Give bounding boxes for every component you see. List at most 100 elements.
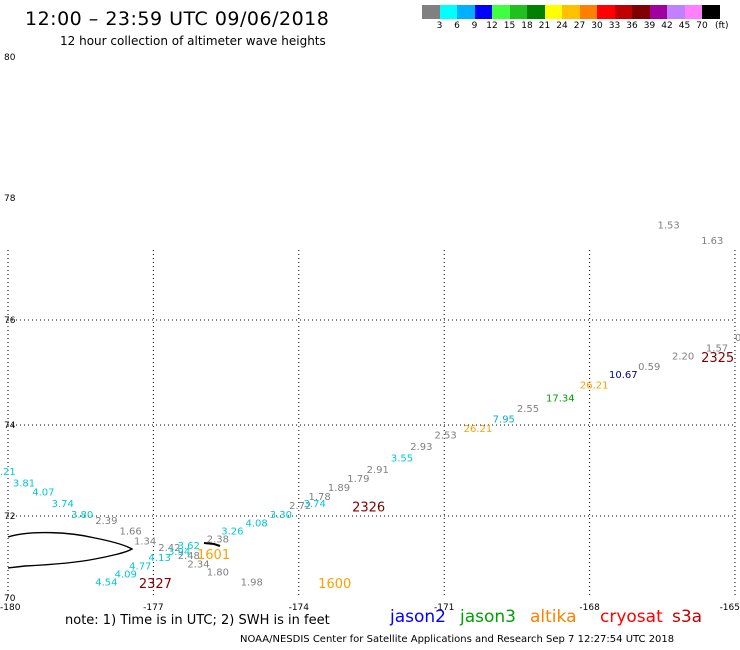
herald-island [203,542,221,547]
wave-height-value: 1.80 [207,567,229,578]
credit-line: NOAA/NESDIS Center for Satellite Applica… [240,634,675,645]
wave-height-value: 1.89 [328,483,350,494]
wave-height-value: 1.78 [308,492,330,503]
legend-label: 70 [696,21,708,31]
wave-height-value: 4.07 [32,488,54,499]
legend-swatches [422,5,740,19]
lon-tick-label: -168 [579,603,600,613]
wave-height-value: 2.39 [95,516,117,527]
legend-swatch [527,5,545,19]
pass-id-label: 2325 [701,351,734,366]
wave-height-value: 7.95 [493,414,515,425]
wave-height-value: 2.38 [207,535,229,546]
wave-height-value: 2.48 [178,551,200,562]
pass-id-label: 2326 [352,500,385,515]
wave-height-value: 1.79 [347,474,369,485]
legend-label: 15 [503,21,516,31]
legend-swatch [614,5,632,19]
lat-tick-label: 80 [4,53,16,63]
legend-label: 36 [626,21,638,31]
legend-label: 45 [678,21,691,31]
lat-tick-label: 76 [4,316,16,326]
wrangel-island-coast [7,531,134,569]
wave-height-value: 3.80 [71,510,93,521]
legend-label: 21 [538,21,551,31]
wave-height-value: 26.21 [464,424,493,435]
lon-tick-label: -180 [0,603,21,613]
map-title: 12:00 – 23:59 UTC 09/06/2018 [25,8,330,30]
wave-height-value: 3.21 [0,467,16,478]
wave-height-value: 3.30 [270,510,292,521]
legend-swatch [562,5,580,19]
map-subtitle: 12 hour collection of altimeter wave hei… [60,34,326,48]
legend-swatch [492,5,510,19]
legend-label: 18 [521,21,533,31]
wave-height-value: 26.21 [580,380,609,391]
wave-height-value: 1.66 [119,526,141,537]
legend-label: 6 [454,21,460,31]
legend-label: 42 [661,21,673,31]
pass-id-label: 1601 [197,548,230,563]
legend-label: 12 [486,21,498,31]
wave-height-value: 3.81 [13,478,35,489]
footer-note: note: 1) Time is in UTC; 2) SWH is in fe… [65,613,330,628]
wave-height-value: 1.34 [134,537,156,548]
pass-id-label: 2327 [139,577,172,592]
grid-lines [7,250,736,598]
wave-height-value: 3.74 [304,499,326,510]
coastline [7,531,221,569]
pass-id-label: 1600 [318,577,351,592]
axis-labels: 80 78 76 74 72 70-180 -177 -174 -171 -168 -165 [0,53,740,613]
wave-height-value: 2.53 [435,431,457,442]
lat-tick-label: 74 [4,421,16,431]
wave-height-value: 1.57 [706,344,728,355]
satellite-pass-ids: 2325 2326 1601 1600 2327 [139,351,734,592]
wave-height-value: 2.20 [672,351,694,362]
lon-tick-label: -177 [143,603,163,613]
legend-swatch [439,5,457,19]
legend-label: 33 [608,21,621,31]
legend-swatch [579,5,597,19]
wave-height-value: 1.98 [241,578,263,589]
legend-label: 27 [573,21,586,31]
wave-height-value: 4.77 [129,561,151,572]
satellite-jason2: jason2 [390,607,446,627]
color-scale-legend: (ft) 3 6 9 12 15 18 21 24 27 30 33 36 39 42 45 70 [422,5,740,31]
wave-height-value: 4.54 [95,578,117,589]
wave-height-value: 4.09 [115,570,137,581]
lat-tick-label: 72 [4,512,15,522]
satellite-s3a: s3a [672,607,703,627]
wave-height-value: 3.94 [168,547,190,558]
wave-height-value: 2.34 [187,559,209,570]
satellite-altika: altika [530,607,577,627]
legend-label: 30 [591,21,603,31]
legend-swatch [667,5,685,19]
wave-height-value: 10.67 [609,370,638,381]
lon-tick-label: -165 [720,603,740,613]
legend-swatch [632,5,650,19]
legend-swatch [702,5,720,19]
legend-swatch [684,5,702,19]
wave-height-value: 1.63 [701,236,723,247]
wave-height-value: 1.53 [657,221,679,232]
legend-swatch [474,5,492,19]
lon-tick-label: -171 [434,603,454,613]
legend-swatch [509,5,527,19]
wave-height-value: 2.55 [517,404,539,415]
satellite-cryosat: cryosat [600,607,663,627]
legend-label: 24 [556,21,568,31]
wave-height-value: 2.91 [367,465,389,476]
legend-label: 3 [436,21,443,31]
legend-labels: (ft) 3 6 9 12 15 18 21 24 27 30 33 36 39 42 45 70 [422,19,740,31]
wave-height-value: 2.42 [158,543,180,554]
legend-swatch [457,5,475,19]
wave-height-value: 0.59 [638,362,660,373]
lat-tick-label: 70 [4,594,16,604]
wave-height-value: 2.93 [410,442,432,453]
lat-tick-label: 78 [4,194,16,204]
wave-height-value: 4.13 [149,553,171,564]
wave-height-value: 3.74 [52,499,74,510]
wave-height-value: 3.26 [221,526,243,537]
legend-swatch [597,5,615,19]
